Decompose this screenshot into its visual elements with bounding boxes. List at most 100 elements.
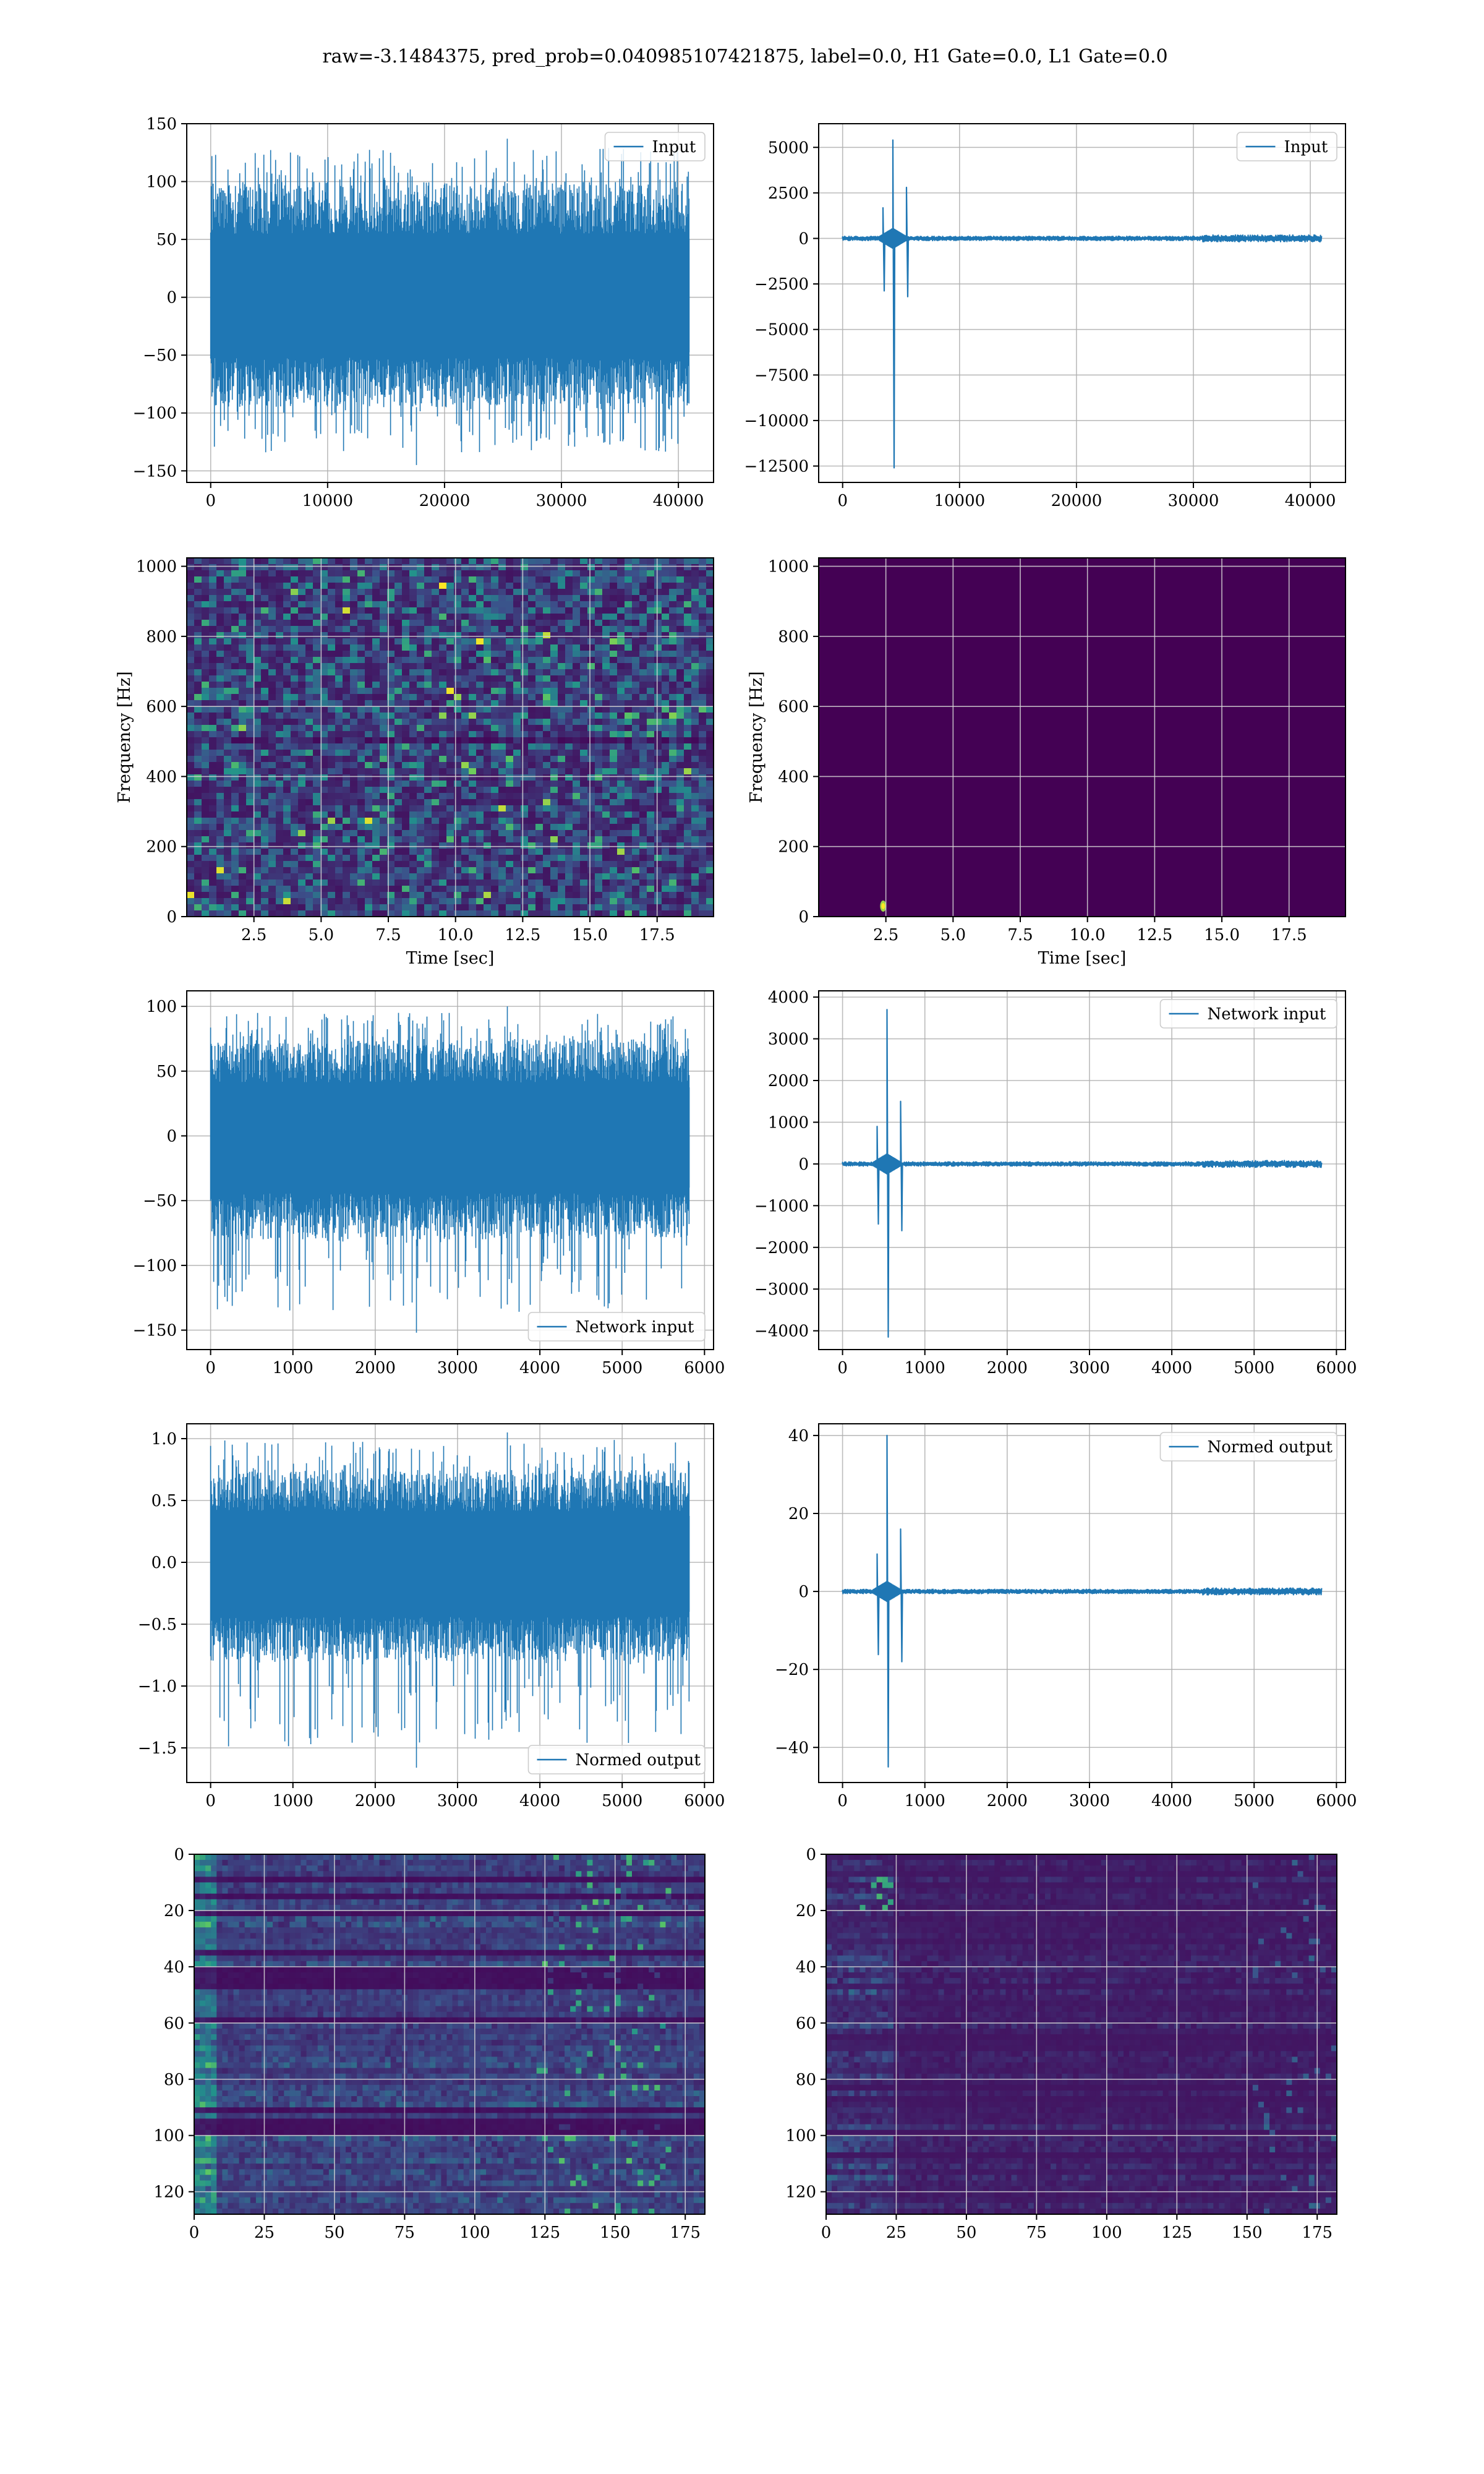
- heatmap-cell: [380, 873, 388, 880]
- heatmap-cell: [268, 589, 276, 596]
- heatmap-cell: [261, 849, 269, 855]
- heatmap-cell: [187, 750, 195, 756]
- heatmap-cell: [343, 669, 351, 676]
- heatmap-cell: [632, 880, 640, 886]
- heatmap-cell: [528, 756, 536, 763]
- heatmap-cell: [543, 638, 551, 645]
- heatmap-cell: [632, 564, 640, 571]
- heatmap-cell: [1227, 614, 1235, 620]
- heatmap-cell: [558, 688, 566, 695]
- heatmap-cell: [587, 892, 595, 899]
- heatmap-cell: [521, 700, 529, 707]
- heatmap-cell: [343, 731, 351, 738]
- heatmap-cell: [498, 762, 506, 769]
- heatmap-cell: [580, 620, 588, 627]
- x-axis-label: Time [sec]: [406, 949, 495, 968]
- heatmap-cell: [558, 880, 566, 886]
- heatmap-cell: [587, 614, 595, 620]
- heatmap-cell: [558, 830, 566, 837]
- heatmap-cell: [246, 811, 254, 818]
- heatmap-cell: [521, 570, 529, 577]
- heatmap-cell: [923, 576, 931, 583]
- heatmap-cell: [469, 830, 477, 837]
- heatmap-cell: [484, 589, 492, 596]
- heatmap-cell: [535, 607, 544, 614]
- heatmap-cell: [239, 675, 247, 682]
- heatmap-cell: [691, 904, 699, 911]
- heatmap-cell: [261, 793, 269, 800]
- heatmap-cell: [261, 725, 269, 732]
- heatmap-cell: [402, 873, 410, 880]
- heatmap-cell: [610, 849, 618, 855]
- heatmap-cell: [357, 589, 365, 596]
- heatmap-cell: [187, 651, 195, 657]
- heatmap-cell: [194, 620, 202, 627]
- heatmap-cell: [357, 842, 365, 849]
- heatmap-cell: [461, 570, 469, 577]
- heatmap-cell: [298, 824, 306, 831]
- heatmap-cell: [305, 657, 313, 664]
- heatmap-cell: [484, 657, 492, 664]
- heatmap-cell: [647, 824, 655, 831]
- heatmap-cell: [268, 601, 276, 608]
- heatmap-cell: [699, 558, 707, 565]
- heatmap-cell: [1175, 595, 1183, 602]
- heatmap-cell: [357, 787, 365, 794]
- heatmap-cell: [224, 892, 232, 899]
- heatmap-cell: [328, 861, 336, 868]
- heatmap-cell: [276, 663, 284, 670]
- heatmap-cell: [513, 892, 521, 899]
- heatmap-cell: [446, 620, 454, 627]
- heatmap-cell: [239, 651, 247, 657]
- heatmap-cell: [454, 762, 462, 769]
- heatmap-cell: [1138, 595, 1146, 602]
- heatmap-cell: [328, 626, 336, 633]
- heatmap-cell: [662, 811, 670, 818]
- heatmap-cell: [484, 644, 492, 651]
- heatmap-cell: [676, 886, 684, 892]
- heatmap-cell: [261, 737, 269, 744]
- heatmap-cell: [498, 651, 506, 657]
- heatmap-cell: [372, 750, 380, 756]
- heatmap-cell: [706, 570, 714, 577]
- heatmap-cell: [960, 589, 968, 596]
- heatmap-cell: [684, 731, 692, 738]
- heatmap-cell: [684, 799, 692, 806]
- heatmap-cell: [573, 805, 581, 812]
- heatmap-cell: [506, 886, 514, 892]
- heatmap-cell: [461, 626, 469, 633]
- heatmap-cell: [1197, 614, 1205, 620]
- heatmap-cell: [484, 849, 492, 855]
- heatmap-cell: [1301, 607, 1309, 614]
- heatmap-cell: [313, 836, 321, 843]
- heatmap-cell: [202, 675, 210, 682]
- heatmap-cell: [268, 694, 276, 701]
- heatmap-cell: [424, 836, 432, 843]
- heatmap-cell: [669, 719, 677, 726]
- heatmap-cell: [1019, 614, 1027, 620]
- heatmap-cell: [313, 589, 321, 596]
- heatmap-cell: [699, 867, 707, 874]
- heatmap-cell: [691, 774, 699, 781]
- heatmap-cell: [328, 873, 336, 880]
- heatmap-cell: [676, 675, 684, 682]
- heatmap-cell: [1212, 614, 1220, 620]
- heatmap-cell: [202, 638, 210, 645]
- heatmap-cell: [372, 713, 380, 719]
- heatmap-cell: [268, 811, 276, 818]
- heatmap-cell: [506, 737, 514, 744]
- heatmap-cell: [409, 849, 417, 855]
- heatmap-cell: [402, 694, 410, 701]
- heatmap-cell: [484, 793, 492, 800]
- heatmap-cell: [595, 583, 603, 589]
- heatmap-cell: [372, 743, 380, 750]
- heatmap-cell: [469, 855, 477, 862]
- heatmap-cell: [461, 620, 469, 627]
- heatmap-cell: [454, 731, 462, 738]
- heatmap-cell: [967, 607, 975, 614]
- heatmap-cell: [283, 842, 291, 849]
- heatmap-cell: [394, 657, 403, 664]
- heatmap-cell: [365, 607, 373, 614]
- heatmap-cell: [424, 719, 432, 726]
- heatmap-cell: [1078, 576, 1086, 583]
